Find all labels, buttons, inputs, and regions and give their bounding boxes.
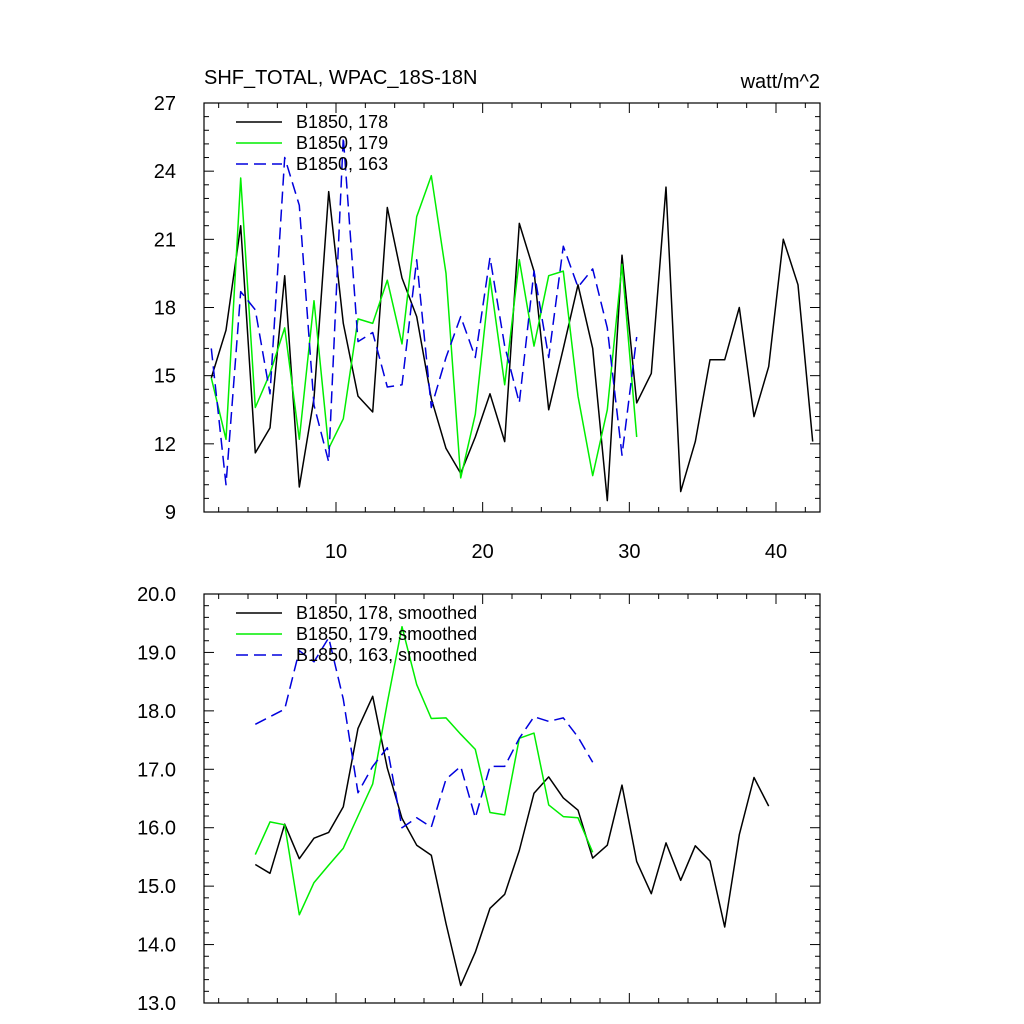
y-tick-label: 9 — [165, 502, 176, 524]
bottom-panel-series — [254, 625, 770, 987]
legend-label: B1850, 178, smoothed — [296, 603, 477, 623]
x-tick-label: 10 — [325, 541, 347, 563]
chart-title: SHF_TOTAL, WPAC_18S-18N — [204, 67, 477, 89]
legend-label: B1850, 163 — [296, 154, 388, 174]
y-tick-label: 18 — [154, 298, 176, 320]
legend-label: B1850, 163, smoothed — [296, 645, 477, 665]
series-line — [210, 136, 638, 486]
series-line — [254, 637, 594, 829]
top-panel-ticks: 9 12 15 18 21 24 27 10 20 30 40 — [154, 93, 820, 563]
y-tick-label: 13.0 — [137, 993, 176, 1015]
y-tick-label: 19.0 — [137, 642, 176, 664]
legend-label: B1850, 178 — [296, 112, 388, 132]
series-line — [254, 695, 770, 987]
y-tick-label: 15.0 — [137, 876, 176, 898]
bottom-panel: 13.0 14.0 15.0 16.0 17.0 18.0 19.0 20.0 B1850, … — [137, 584, 821, 1015]
y-tick-label: 17.0 — [137, 759, 176, 781]
y-tick-label: 24 — [154, 161, 176, 183]
bottom-panel-frame — [203, 593, 821, 1004]
bottom-panel-ticks: 13.0 14.0 15.0 16.0 17.0 18.0 19.0 20.0 — [137, 584, 820, 1015]
series-line — [254, 625, 594, 916]
series-line — [210, 174, 638, 479]
y-tick-label: 18.0 — [137, 701, 176, 723]
legend-label: B1850, 179 — [296, 133, 388, 153]
top-panel: SHF_TOTAL, WPAC_18S-18N watt/m^2 9 12 15 18… — [154, 67, 821, 563]
y-tick-label: 16.0 — [137, 818, 176, 840]
units-label: watt/m^2 — [740, 71, 820, 93]
y-tick-label: 27 — [154, 93, 176, 115]
x-tick-label: 30 — [618, 541, 640, 563]
y-tick-label: 14.0 — [137, 935, 176, 957]
y-tick-label: 20.0 — [137, 584, 176, 606]
legend-label: B1850, 179, smoothed — [296, 624, 477, 644]
x-tick-label: 40 — [765, 541, 787, 563]
series-line — [210, 186, 814, 502]
y-tick-label: 21 — [154, 229, 176, 251]
top-panel-series — [210, 136, 814, 502]
x-tick-label: 20 — [472, 541, 494, 563]
y-tick-label: 12 — [154, 434, 176, 456]
y-tick-label: 15 — [154, 366, 176, 388]
top-panel-frame — [203, 102, 821, 513]
